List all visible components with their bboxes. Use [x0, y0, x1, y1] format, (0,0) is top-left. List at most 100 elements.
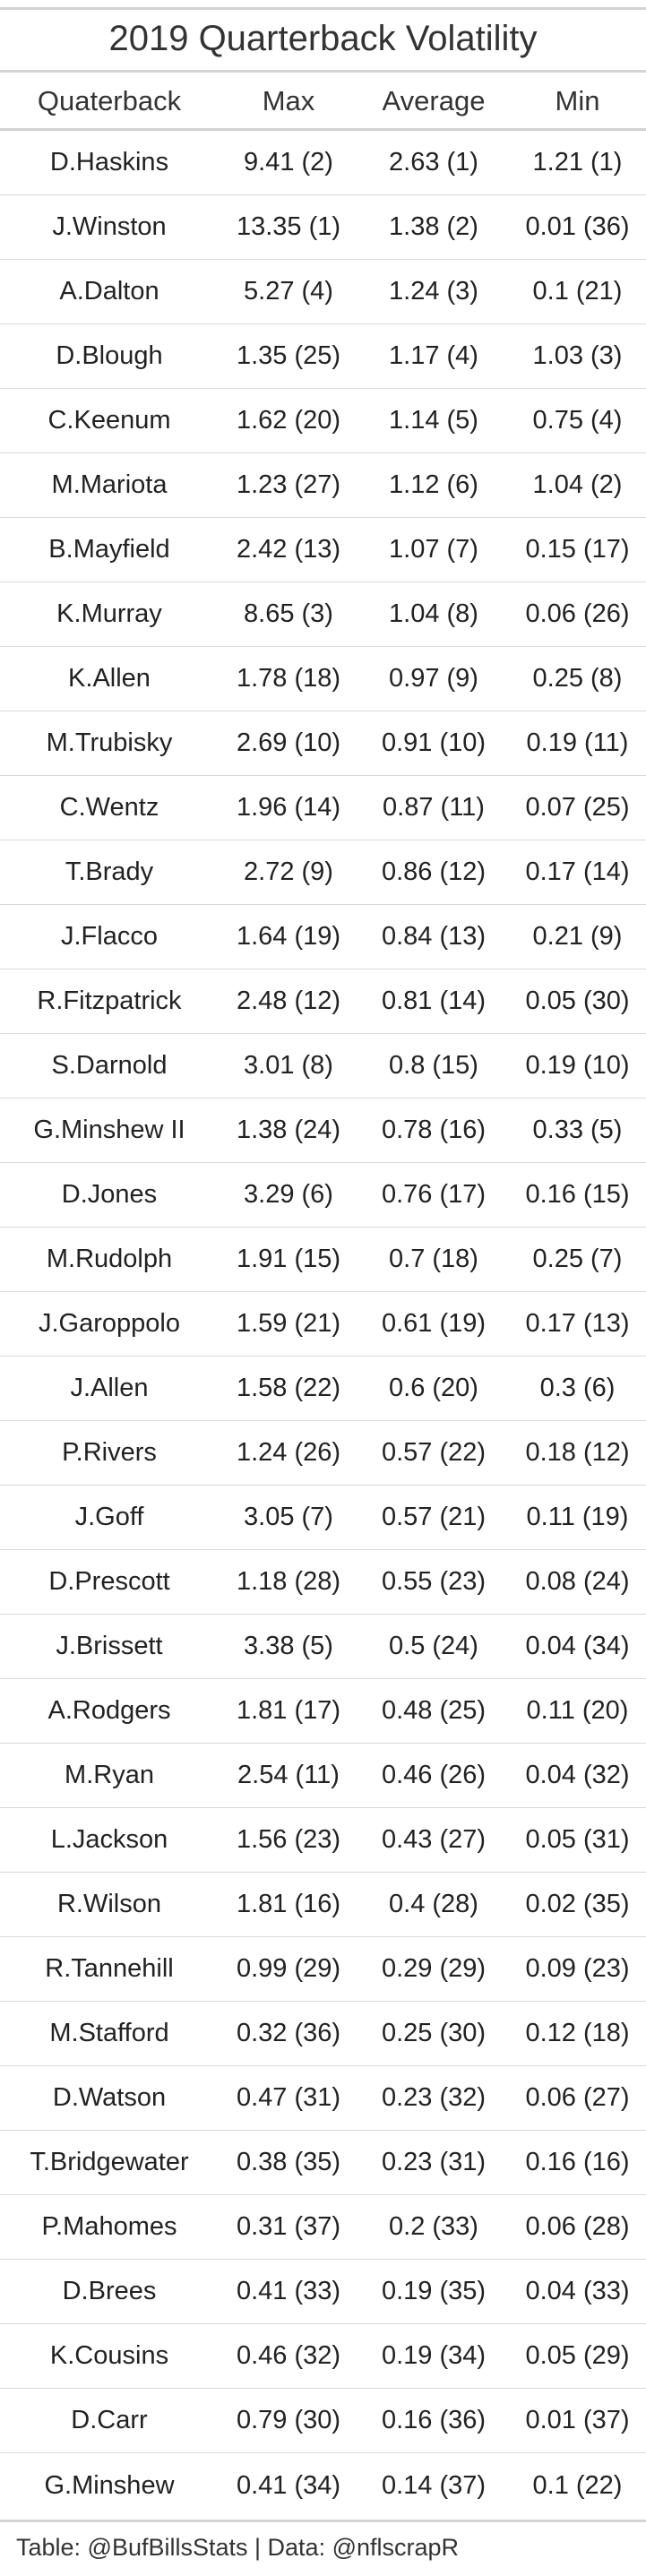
cell-quarterback: D.Carr: [71, 2406, 148, 2434]
cell-min: 0.06 (26): [525, 599, 630, 628]
table-row: M.Ryan 2.54 (11) 0.46 (26) 0.04 (32): [0, 1744, 646, 1808]
cell-min: 0.05 (29): [525, 2341, 630, 2370]
cell-average: 0.78 (16): [381, 1116, 487, 1144]
table-row: R.Tannehill 0.99 (29) 0.29 (29) 0.09 (23): [0, 1937, 646, 2002]
cell-quarterback: D.Prescott: [48, 1567, 170, 1596]
cell-min: 1.04 (2): [532, 470, 623, 499]
table-row: K.Allen 1.78 (18) 0.97 (9) 0.25 (8): [0, 647, 646, 711]
cell-min: 0.04 (34): [525, 1632, 630, 1660]
table-row: D.Prescott 1.18 (28) 0.55 (23) 0.08 (24): [0, 1550, 646, 1615]
cell-average: 0.4 (28): [389, 1890, 478, 1918]
table-row: D.Jones 3.29 (6) 0.76 (17) 0.16 (15): [0, 1163, 646, 1228]
cell-min: 0.1 (21): [532, 277, 623, 306]
cell-min: 0.17 (14): [525, 857, 630, 886]
table-row: J.Garoppolo 1.59 (21) 0.61 (19) 0.17 (13): [0, 1292, 646, 1357]
cell-max: 13.35 (1): [236, 212, 341, 241]
cell-quarterback: R.Tannehill: [45, 1954, 174, 1983]
cell-max: 1.81 (17): [236, 1696, 341, 1725]
table-row: B.Mayfield 2.42 (13) 1.07 (7) 0.15 (17): [0, 518, 646, 582]
cell-average: 1.04 (8): [389, 599, 478, 628]
cell-max: 0.32 (36): [236, 2019, 341, 2047]
header-quarterback: Quaterback: [37, 85, 182, 116]
cell-max: 1.81 (16): [236, 1890, 341, 1918]
table-row: J.Allen 1.58 (22) 0.6 (20) 0.3 (6): [0, 1357, 646, 1421]
top-rule: [0, 7, 646, 10]
cell-min: 0.25 (8): [532, 664, 623, 693]
cell-min: 1.03 (3): [532, 341, 623, 370]
cell-max: 1.62 (20): [236, 406, 341, 435]
cell-average: 0.16 (36): [381, 2406, 487, 2434]
cell-max: 8.65 (3): [244, 599, 333, 628]
table-row: M.Stafford 0.32 (36) 0.25 (30) 0.12 (18): [0, 2002, 646, 2066]
cell-min: 0.1 (22): [532, 2470, 623, 2500]
cell-average: 0.29 (29): [381, 1954, 487, 1983]
cell-quarterback: A.Dalton: [59, 277, 159, 306]
cell-average: 0.7 (18): [389, 1245, 478, 1273]
cell-min: 0.18 (12): [525, 1438, 630, 1467]
cell-average: 1.24 (3): [389, 277, 478, 306]
table-header-row: Quaterback Max Average Min: [0, 73, 646, 130]
header-average: Average: [382, 85, 486, 116]
cell-quarterback: K.Cousins: [49, 2341, 169, 2370]
table-row: K.Murray 8.65 (3) 1.04 (8) 0.06 (26): [0, 582, 646, 647]
cell-average: 0.55 (23): [381, 1567, 487, 1596]
cell-average: 2.63 (1): [389, 148, 478, 177]
cell-max: 0.79 (30): [236, 2406, 341, 2434]
table-row: T.Bridgewater 0.38 (35) 0.23 (31) 0.16 (16): [0, 2131, 646, 2195]
cell-quarterback: A.Rodgers: [47, 1696, 171, 1725]
cell-min: 0.06 (27): [525, 2083, 630, 2112]
cell-average: 0.23 (31): [381, 2148, 487, 2176]
cell-max: 3.29 (6): [244, 1180, 333, 1209]
cell-max: 0.31 (37): [236, 2212, 341, 2241]
table-row: G.Minshew II 1.38 (24) 0.78 (16) 0.33 (5): [0, 1098, 646, 1163]
table-row: R.Fitzpatrick 2.48 (12) 0.81 (14) 0.05 (30): [0, 969, 646, 1034]
cell-average: 0.2 (33): [389, 2212, 478, 2241]
cell-quarterback: D.Jones: [61, 1180, 158, 1209]
table-row: D.Carr 0.79 (30) 0.16 (36) 0.01 (37): [0, 2389, 646, 2453]
cell-average: 0.46 (26): [381, 1761, 487, 1789]
cell-quarterback: T.Brady: [65, 857, 154, 886]
table-row: P.Mahomes 0.31 (37) 0.2 (33) 0.06 (28): [0, 2195, 646, 2260]
cell-quarterback: K.Murray: [56, 599, 162, 628]
cell-quarterback: D.Haskins: [49, 148, 169, 177]
cell-max: 1.91 (15): [236, 1245, 341, 1273]
cell-min: 0.05 (30): [525, 986, 630, 1015]
table-row: R.Wilson 1.81 (16) 0.4 (28) 0.02 (35): [0, 1873, 646, 1937]
table-row: C.Wentz 1.96 (14) 0.87 (11) 0.07 (25): [0, 776, 646, 840]
cell-min: 0.01 (37): [525, 2406, 630, 2434]
cell-min: 0.05 (31): [525, 1825, 630, 1854]
cell-min: 0.02 (35): [525, 1890, 630, 1918]
cell-quarterback: J.Garoppolo: [39, 1309, 180, 1338]
cell-max: 5.27 (4): [244, 277, 333, 306]
cell-min: 0.19 (10): [525, 1051, 630, 1080]
cell-quarterback: L.Jackson: [50, 1825, 168, 1854]
cell-min: 0.09 (23): [525, 1954, 630, 1983]
cell-min: 0.16 (15): [525, 1180, 630, 1209]
table-row: J.Goff 3.05 (7) 0.57 (21) 0.11 (19): [0, 1486, 646, 1550]
cell-max: 1.78 (18): [236, 664, 341, 693]
cell-average: 1.12 (6): [389, 470, 478, 499]
table-row: M.Trubisky 2.69 (10) 0.91 (10) 0.19 (11): [0, 711, 646, 776]
cell-average: 0.8 (15): [389, 1051, 478, 1080]
cell-max: 9.41 (2): [244, 148, 333, 177]
cell-quarterback: M.Ryan: [65, 1761, 154, 1789]
cell-max: 1.24 (26): [236, 1438, 341, 1467]
cell-average: 0.91 (10): [381, 728, 487, 757]
cell-min: 0.01 (36): [525, 212, 630, 241]
cell-min: 0.21 (9): [532, 922, 623, 951]
table-bottom-rule: [0, 2520, 646, 2522]
table-row: A.Rodgers 1.81 (17) 0.48 (25) 0.11 (20): [0, 1679, 646, 1744]
cell-min: 0.17 (13): [525, 1309, 630, 1338]
cell-min: 0.07 (25): [525, 793, 630, 822]
title-divider: [0, 70, 646, 73]
cell-average: 0.14 (37): [381, 2470, 487, 2500]
cell-min: 0.3 (6): [539, 1374, 616, 1402]
cell-min: 0.11 (20): [526, 1696, 629, 1725]
cell-average: 0.87 (11): [383, 793, 485, 822]
cell-average: 0.86 (12): [381, 857, 487, 886]
cell-max: 0.99 (29): [236, 1954, 341, 1983]
cell-quarterback: D.Watson: [52, 2083, 167, 2112]
cell-min: 0.12 (18): [525, 2019, 630, 2047]
cell-average: 1.07 (7): [389, 535, 478, 564]
table-row: D.Watson 0.47 (31) 0.23 (32) 0.06 (27): [0, 2066, 646, 2131]
